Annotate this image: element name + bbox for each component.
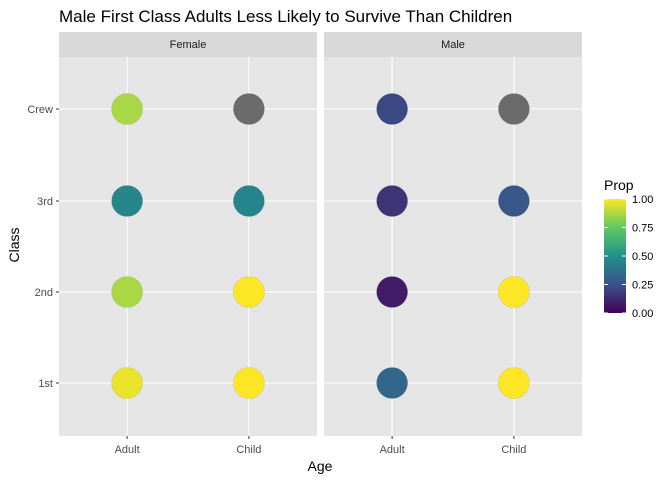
data-points [111,93,530,399]
x-tick-label: Child [501,444,526,456]
point-male-adult-crew [376,93,408,125]
point-female-child-3rd [233,185,265,217]
point-female-adult-1st [111,367,143,399]
facet-label-male: Male [441,39,465,51]
legend-tick-label: 0.00 [632,308,653,320]
point-male-child-crew [498,93,530,125]
facet-strip-male [324,32,582,57]
legend-ticks: 0.00 0.25 0.50 0.75 1.00 [604,194,653,320]
chart-title: Male First Class Adults Less Likely to S… [59,7,512,26]
legend-title: Prop [604,177,634,193]
y-axis-title: Class [6,227,22,262]
y-tick-label: Crew [27,104,53,116]
panel-background-male [324,57,582,436]
point-female-adult-2nd [111,276,143,308]
panel-background-female [59,57,317,436]
point-male-adult-1st [376,367,408,399]
legend-tick-label: 1.00 [632,194,653,206]
point-male-adult-2nd [376,276,408,308]
legend-tick-label: 0.75 [632,223,653,235]
point-female-adult-crew [111,93,143,125]
y-tick-label: 1st [38,378,53,390]
point-male-adult-3rd [376,185,408,217]
legend: Prop 0.00 0.25 0.50 0.75 1.00 [604,177,653,320]
x-axis-title: Age [308,458,333,474]
facet-label-female: Female [170,39,207,51]
legend-tick-label: 0.25 [632,280,653,292]
point-male-child-1st [498,367,530,399]
point-female-child-1st [233,367,265,399]
point-female-child-crew [233,93,265,125]
legend-tick-label: 0.50 [632,251,653,263]
point-female-adult-3rd [111,185,143,217]
facet-strip-female [59,32,317,57]
point-male-child-3rd [498,185,530,217]
y-tick-label: 3rd [37,196,53,208]
legend-colorbar [604,199,626,313]
x-tick-label: Adult [380,444,405,456]
point-female-child-2nd [233,276,265,308]
x-axis-ticks: Adult Child Adult Child [115,436,526,456]
point-male-child-2nd [498,276,530,308]
y-tick-label: 2nd [35,287,53,299]
x-tick-label: Adult [115,444,140,456]
x-tick-label: Child [236,444,261,456]
y-axis-ticks: 1st 2nd 3rd Crew [27,104,59,390]
